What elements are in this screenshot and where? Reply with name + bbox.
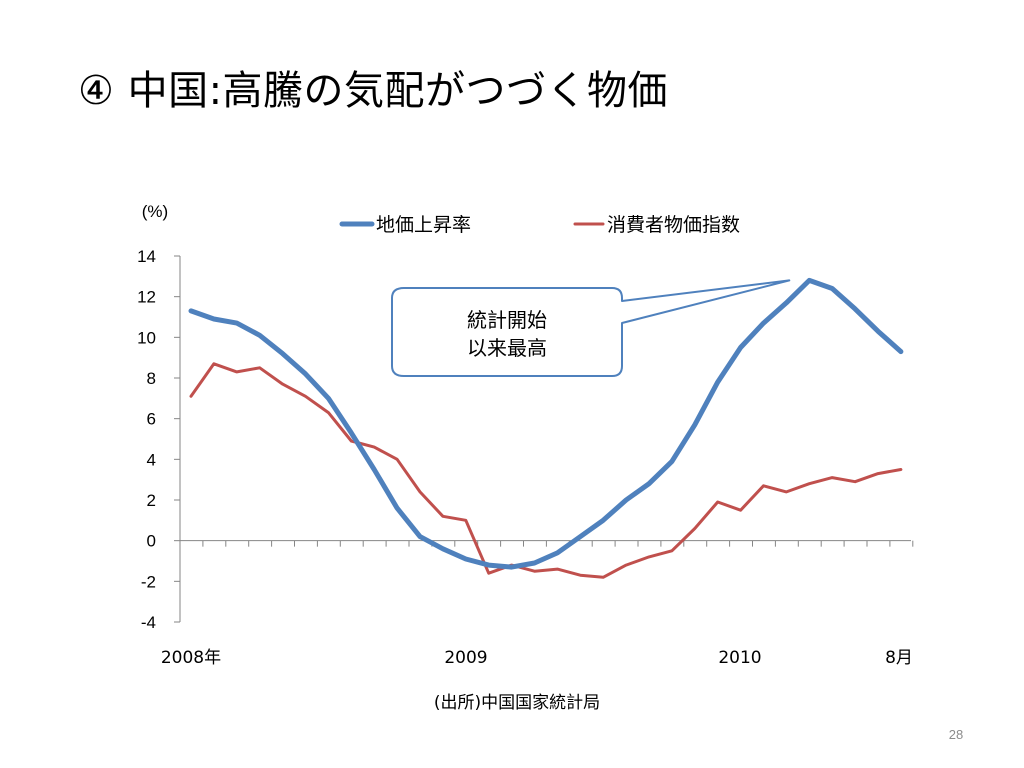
callout-text-line: 以来最高	[467, 336, 547, 360]
y-tick-label: 6	[147, 410, 156, 429]
y-axis-unit-label: (%)	[142, 202, 168, 221]
chart-axes	[174, 255, 914, 623]
x-tick-label: 8月	[885, 648, 913, 668]
x-axis-labels: 2008年 2009 2010 8月	[161, 648, 913, 668]
source-label: (出所)中国国家統計局	[434, 693, 600, 713]
y-tick-label: 0	[147, 532, 156, 551]
legend-label-0: 地価上昇率	[376, 214, 471, 236]
y-tick-label: 12	[137, 288, 156, 307]
y-tick-label: 8	[147, 369, 156, 388]
series-line-1	[189, 362, 903, 579]
y-tick-label: 2	[147, 491, 156, 510]
callout-text-line: 統計開始	[467, 308, 547, 332]
y-tick-label: -4	[141, 613, 156, 632]
y-tick-label: 14	[137, 247, 156, 266]
y-axis-labels: 14 12 10 8 6 4 2 0 -2 -4	[137, 247, 156, 632]
y-tick-label: -2	[141, 572, 156, 591]
x-tick-label: 2008年	[161, 648, 221, 668]
series-layer	[188, 277, 904, 579]
y-tick-label: 10	[137, 328, 156, 347]
legend-label-1: 消費者物価指数	[607, 214, 740, 236]
x-tick-label: 2010	[718, 648, 761, 668]
x-tick-label: 2009	[444, 648, 487, 668]
y-tick-label: 4	[147, 450, 156, 469]
series-line-0	[188, 277, 904, 570]
callout-box	[391, 279, 791, 377]
slide-title: ④ 中国:高騰の気配がつづく物価	[78, 68, 669, 114]
page-number: 28	[949, 727, 963, 742]
legend: 地価上昇率 消費者物価指数	[339, 214, 740, 236]
